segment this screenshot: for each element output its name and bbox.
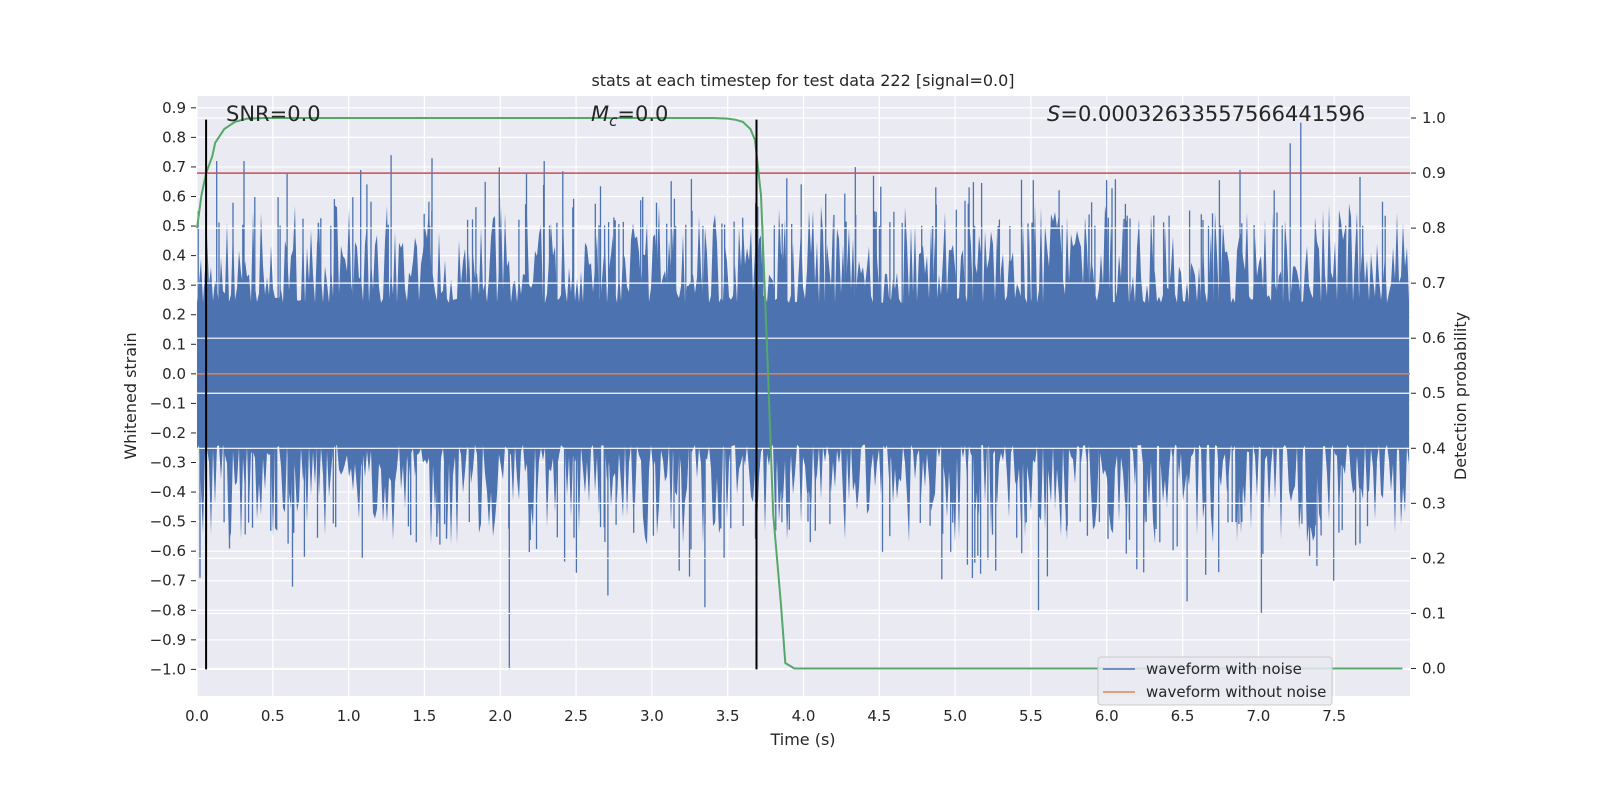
y-tick-label: 0.8 <box>162 128 186 146</box>
x-tick-label: 0.0 <box>185 707 209 725</box>
y2-axis-label: Detection probability <box>1451 312 1470 480</box>
x-axis-label: Time (s) <box>769 730 835 749</box>
y-tick-label: 0.7 <box>162 158 186 176</box>
y-tick-label: −0.7 <box>150 572 186 590</box>
y-tick-label: −0.5 <box>150 513 186 531</box>
y2-axis-ticks: 1.0 0.9 0.8 0.7 0.6 0.5 0.4 0.3 0.2 0.1 0.0 <box>1411 109 1446 677</box>
y-axis-label: Whitened strain <box>121 332 140 459</box>
y2-tick-label: 0.0 <box>1422 659 1446 677</box>
legend-label-clean: waveform without noise <box>1146 683 1326 701</box>
chart-title: stats at each timestep for test data 222… <box>591 71 1014 90</box>
y2-tick-label: 0.7 <box>1422 274 1446 292</box>
y-axis-ticks: 0.9 0.8 0.7 0.6 0.5 0.4 0.3 0.2 0.1 0.0 −0.1 −0.2 −0… <box>150 99 196 678</box>
y-tick-label: 0.4 <box>162 247 186 265</box>
y-tick-label: 0.9 <box>162 99 186 117</box>
x-tick-label: 1.0 <box>337 707 361 725</box>
chirp-mass-annotation: Mc=0.0 <box>591 102 668 130</box>
x-tick-label: 2.5 <box>564 707 588 725</box>
x-tick-label: 4.5 <box>867 707 891 725</box>
y2-tick-label: 0.2 <box>1422 549 1446 567</box>
x-tick-label: 0.5 <box>261 707 285 725</box>
legend: waveform with noise waveform without noi… <box>1097 656 1333 706</box>
y-tick-label: 0.0 <box>162 365 186 383</box>
x-tick-label: 5.5 <box>1019 707 1043 725</box>
score-annotation: S=0.00032633557566441596 <box>1047 102 1365 126</box>
y2-tick-label: 0.5 <box>1422 384 1446 402</box>
x-tick-label: 5.0 <box>943 707 967 725</box>
legend-label-noise: waveform with noise <box>1146 660 1302 678</box>
x-tick-label: 6.0 <box>1095 707 1119 725</box>
detection-probability-line <box>196 117 1403 670</box>
y2-tick-label: 1.0 <box>1422 109 1446 127</box>
y2-tick-label: 0.8 <box>1422 219 1446 237</box>
y2-tick-label: 0.9 <box>1422 164 1446 182</box>
x-tick-label: 4.0 <box>792 707 816 725</box>
y-tick-label: 0.2 <box>162 306 186 324</box>
y-tick-label: −0.8 <box>150 601 186 619</box>
x-tick-label: 3.0 <box>640 707 664 725</box>
y-tick-label: −0.4 <box>150 483 186 501</box>
y-tick-label: −0.6 <box>150 542 186 560</box>
y-tick-label: 0.3 <box>162 276 186 294</box>
x-tick-label: 3.5 <box>716 707 740 725</box>
y2-tick-label: 0.6 <box>1422 329 1446 347</box>
y-tick-label: 0.5 <box>162 217 186 235</box>
y-tick-label: −0.3 <box>150 454 186 472</box>
y-tick-label: −0.2 <box>150 424 186 442</box>
y2-tick-label: 0.3 <box>1422 494 1446 512</box>
y-tick-label: 0.1 <box>162 335 186 353</box>
x-tick-label: 6.5 <box>1171 707 1195 725</box>
y-tick-label: −1.0 <box>150 660 186 678</box>
x-tick-label: 7.5 <box>1322 707 1346 725</box>
y-tick-label: −0.9 <box>150 631 186 649</box>
vertical-markers <box>205 119 758 670</box>
legend-box <box>1097 656 1333 706</box>
x-axis-ticks: 0.0 0.5 1.0 1.5 2.0 2.5 3.0 3.5 4.0 4.5 5.0 5.5 6.0 6… <box>185 707 1346 725</box>
x-tick-label: 1.5 <box>413 707 437 725</box>
y-tick-label: −0.1 <box>150 394 186 412</box>
x-tick-label: 2.0 <box>488 707 512 725</box>
snr-annotation: SNR=0.0 <box>226 102 321 126</box>
x-tick-label: 7.0 <box>1246 707 1270 725</box>
y-tick-label: 0.6 <box>162 187 186 205</box>
y2-tick-label: 0.4 <box>1422 439 1446 457</box>
y2-tick-label: 0.1 <box>1422 604 1446 622</box>
